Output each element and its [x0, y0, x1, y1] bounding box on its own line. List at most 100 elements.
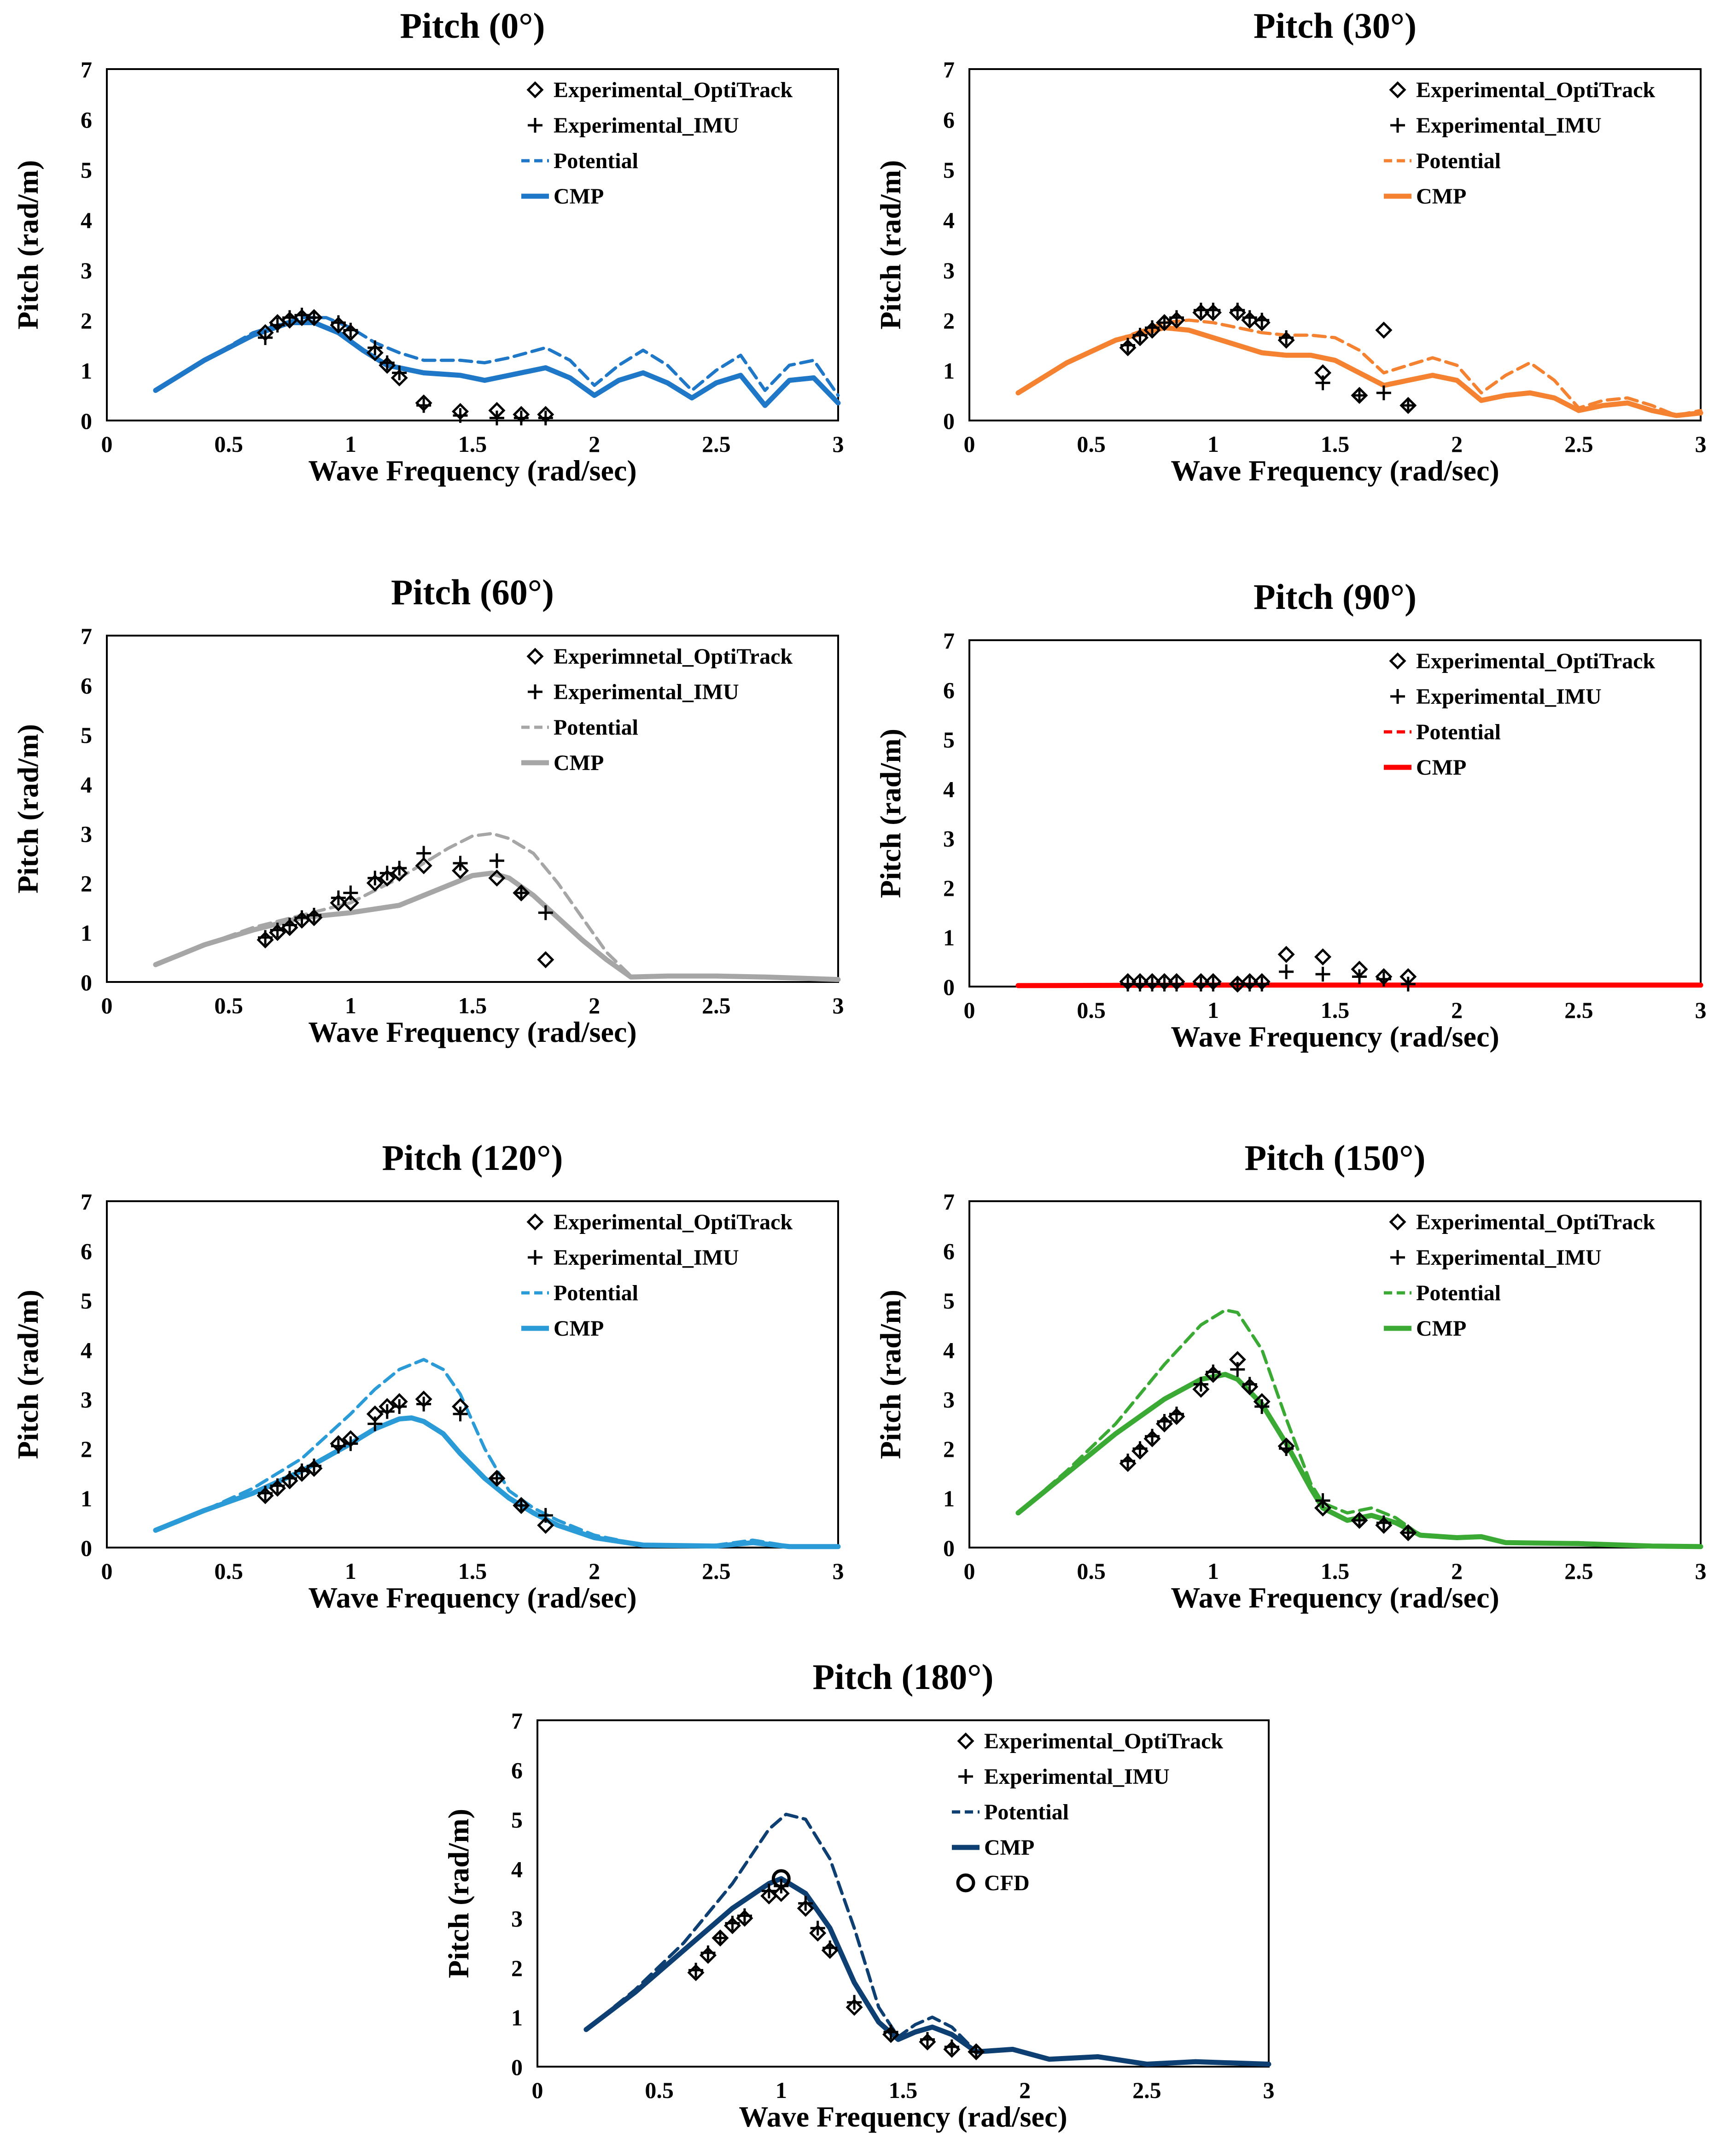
data-point-experimental_imu: [513, 885, 529, 900]
legend-label: Experimental_IMU: [1416, 684, 1602, 709]
data-point-experimental_imu: [489, 853, 504, 868]
data-point-experimental_imu: [306, 310, 321, 325]
x-tick-label: 1: [1207, 997, 1219, 1023]
data-point-experimental_imu: [968, 2044, 984, 2059]
data-point-experimental_optitrack: [797, 1899, 814, 1917]
data-point-experimental_optitrack: [809, 1924, 827, 1942]
data-point-experimental_imu: [1157, 1414, 1172, 1429]
data-point-experimental_optitrack: [391, 369, 408, 386]
chart-panel-1: Pitch (0°) 0 0.5 1 1.5 2 2.5 3 0 1 2 3 4 5 6 7 Wave Freq…: [12, 6, 844, 487]
y-tick-label: 1: [943, 1486, 955, 1512]
legend-marker-imu: [1390, 1250, 1405, 1265]
legend-label: Experimental_IMU: [554, 1245, 739, 1270]
x-tick-label: 0.5: [214, 431, 243, 457]
y-tick-label: 4: [511, 1856, 523, 1882]
data-point-experimental_imu: [416, 398, 432, 413]
legend-marker-imu: [958, 1769, 973, 1784]
data-point-experimental_imu: [282, 917, 297, 933]
legend-label: Experimental_OptiTrack: [554, 78, 793, 102]
data-point-experimental_imu: [798, 1896, 813, 1911]
legend-label: Experimental_OptiTrack: [1416, 649, 1655, 673]
data-point-experimental_imu: [700, 1945, 716, 1960]
data-point-experimental_imu: [331, 315, 346, 330]
data-point-experimental_imu: [343, 885, 358, 900]
x-tick-label: 2.5: [702, 993, 731, 1018]
data-point-experimental_optitrack: [1192, 1380, 1210, 1398]
legend-label: CMP: [1416, 1316, 1466, 1341]
x-tick-label: 2.5: [1564, 1558, 1593, 1584]
legend-label: CMP: [554, 184, 604, 209]
y-tick-label: 7: [81, 57, 92, 82]
legend-label: Experimental_IMU: [554, 680, 739, 704]
y-tick-label: 6: [943, 677, 955, 703]
y-tick-label: 0: [943, 408, 955, 434]
legend-label: CMP: [554, 751, 604, 775]
legend-marker-optitrack: [526, 648, 544, 665]
x-tick-label: 1.5: [889, 2077, 918, 2103]
y-tick-label: 2: [81, 308, 92, 333]
data-point-experimental_imu: [367, 871, 383, 886]
y-tick-label: 0: [81, 970, 92, 995]
data-point-experimnetal_optitrack: [330, 894, 347, 911]
y-tick-label: 5: [81, 157, 92, 183]
data-point-experimental_imu: [294, 308, 309, 323]
legend-label: Potential: [1416, 1281, 1501, 1305]
y-tick-label: 7: [81, 623, 92, 649]
x-axis-label: Wave Frequency (rad/sec): [1171, 1020, 1499, 1053]
data-point-experimental_optitrack: [537, 1517, 554, 1534]
plot-area: [968, 1200, 1702, 1548]
legend-marker-optitrack: [526, 1213, 544, 1231]
x-axis-label: Wave Frequency (rad/sec): [1171, 454, 1499, 487]
x-tick-label: 0.5: [1077, 997, 1106, 1023]
data-point-experimnetal_optitrack: [451, 862, 469, 879]
plot-area: [536, 1719, 1270, 2068]
y-tick-label: 1: [943, 358, 955, 384]
x-axis-label: Wave Frequency (rad/sec): [308, 454, 636, 487]
data-point-experimental_imu: [367, 1416, 383, 1431]
chart-panel-2: Pitch (30°) 0 0.5 1 1.5 2 2.5 3 0 1 2 3 4 5 6 7 Wave Fre…: [874, 6, 1707, 487]
series-line-cmp: [1015, 325, 1703, 418]
legend-marker-optitrack: [957, 1732, 974, 1750]
y-tick-label: 3: [81, 257, 92, 283]
data-point-experimental_imu: [883, 2024, 898, 2039]
legend-marker-imu: [1390, 118, 1405, 133]
legend-label: Experimental_OptiTrack: [554, 1210, 793, 1234]
series-line-potential: [1016, 318, 1703, 417]
legend-label: Experimental_IMU: [554, 113, 739, 138]
y-tick-label: 4: [81, 207, 92, 233]
x-tick-label: 1.5: [458, 993, 487, 1018]
x-tick-label: 1: [776, 2077, 787, 2103]
legend-label: Potential: [984, 1800, 1069, 1824]
data-point-experimental_imu: [538, 410, 553, 426]
data-point-experimental_imu: [306, 1458, 321, 1473]
data-point-experimental_imu: [713, 1930, 728, 1946]
x-tick-label: 3: [1695, 997, 1707, 1023]
data-point-experimental_imu: [1279, 1441, 1294, 1456]
legend-label: CMP: [554, 1316, 604, 1341]
data-point-experimental_imu: [920, 2032, 935, 2047]
x-tick-label: 1.5: [458, 1558, 487, 1584]
x-tick-label: 3: [1695, 1558, 1707, 1584]
series-line-cmp: [1015, 982, 1703, 988]
plot-area: [106, 1200, 839, 1548]
y-axis-label: Pitch (rad/m): [874, 160, 907, 330]
plot-area: [968, 68, 1702, 421]
data-point-experimental_imu: [1254, 313, 1270, 327]
data-point-experimental_imu: [258, 930, 273, 945]
x-tick-label: 2: [589, 431, 600, 457]
x-tick-label: 1.5: [458, 431, 487, 457]
legend-marker-imu: [1390, 689, 1405, 704]
plot-area: [106, 635, 839, 983]
data-point-experimental_imu: [1206, 1364, 1221, 1379]
data-point-experimental_imu: [1254, 976, 1270, 992]
x-tick-label: 3: [1263, 2077, 1275, 2103]
data-point-experimental_imu: [810, 1921, 825, 1936]
data-point-experimental_imu: [1400, 1525, 1416, 1540]
chart-panel-3: Pitch (60°) 0 0.5 1 1.5 2 2.5 3 0 1 2 3 4 5 6 7 Wave Fre…: [12, 572, 844, 1048]
x-tick-label: 3: [833, 993, 844, 1018]
y-tick-label: 6: [943, 1238, 955, 1264]
x-tick-label: 1: [345, 993, 356, 1018]
data-point-experimental_imu: [1157, 315, 1172, 330]
x-tick-label: 2.5: [1132, 2077, 1161, 2103]
data-point-experimental_optitrack: [366, 344, 384, 362]
